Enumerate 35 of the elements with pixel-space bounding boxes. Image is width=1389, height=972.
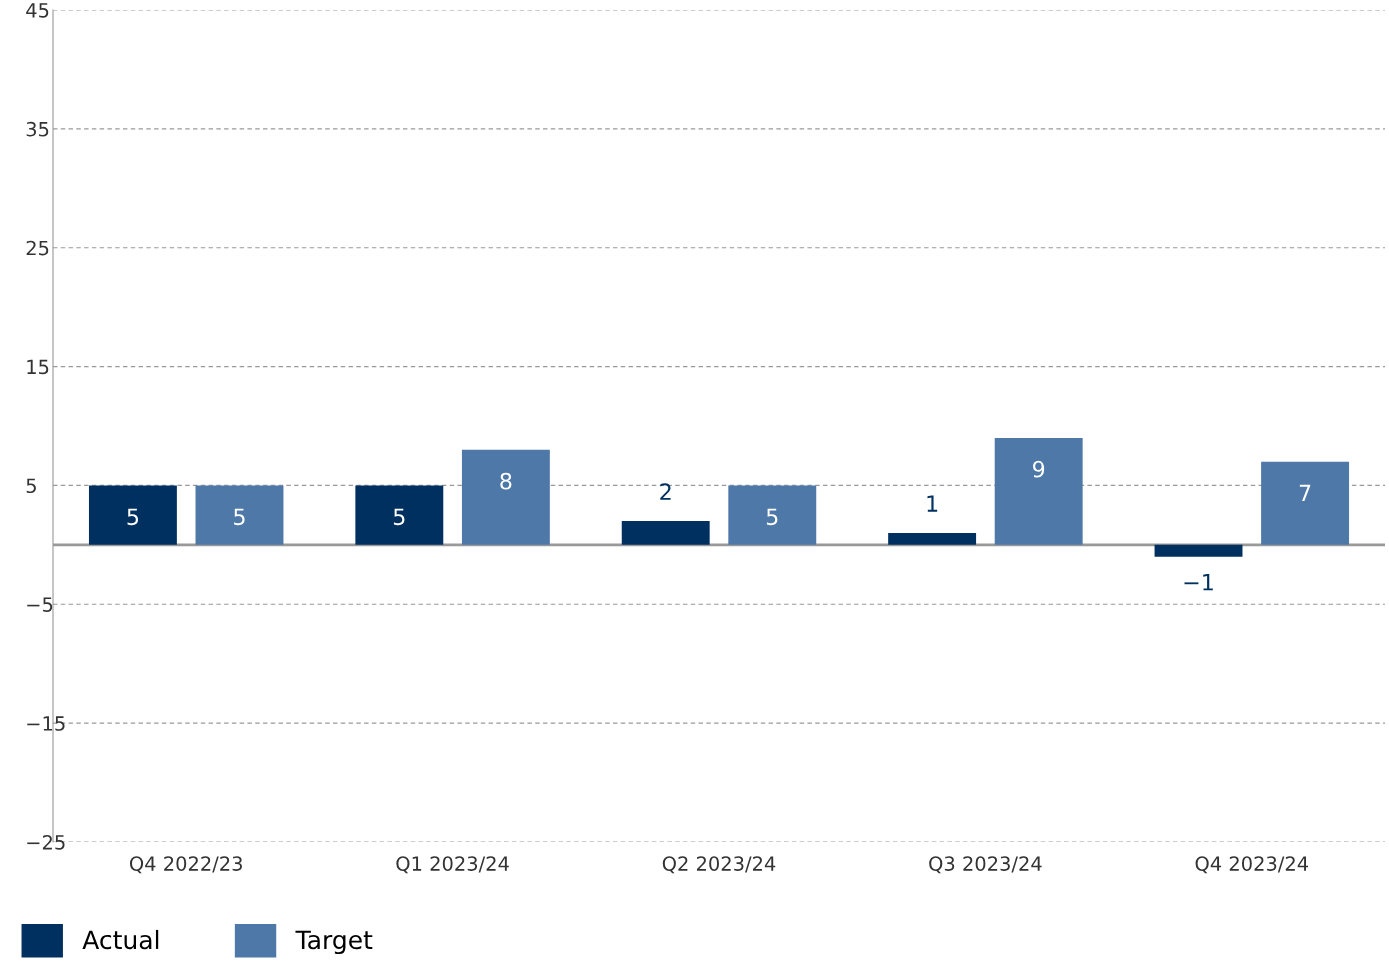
y-tick-label: 5 bbox=[26, 478, 36, 494]
y-tick-label: −15 bbox=[27, 716, 65, 731]
x-tick-label: Q3 2023/24 bbox=[929, 856, 1042, 874]
legend-label: Target bbox=[295, 930, 373, 955]
data-label: 5 bbox=[234, 508, 245, 526]
y-tick-label: 15 bbox=[27, 359, 49, 375]
bar bbox=[728, 485, 817, 545]
data-label: 2 bbox=[660, 483, 671, 500]
data-label: 8 bbox=[500, 472, 512, 490]
y-tick-label: −25 bbox=[27, 834, 65, 850]
data-label: 9 bbox=[1033, 460, 1045, 478]
data-label: 5 bbox=[766, 508, 778, 526]
y-tick-label: 25 bbox=[26, 240, 49, 256]
data-label: −1 bbox=[1184, 574, 1213, 591]
bar bbox=[1154, 544, 1243, 557]
bar bbox=[994, 437, 1083, 545]
data-label: 1 bbox=[927, 495, 938, 512]
bar bbox=[195, 485, 284, 545]
data-label: 5 bbox=[393, 508, 405, 526]
x-tick-label: Q1 2023/24 bbox=[396, 856, 509, 874]
bar bbox=[355, 485, 444, 545]
data-label: 7 bbox=[1299, 484, 1311, 502]
bar bbox=[621, 521, 710, 545]
bar bbox=[888, 532, 977, 545]
legend-label: Actual bbox=[82, 929, 159, 950]
y-tick-label: −5 bbox=[27, 597, 53, 612]
x-tick-label: Q2 2023/24 bbox=[662, 856, 776, 874]
bar bbox=[1261, 461, 1350, 545]
y-tick-label: 45 bbox=[26, 3, 49, 18]
bar bbox=[461, 449, 550, 545]
x-tick-label: Q4 2022/23 bbox=[129, 856, 242, 874]
y-tick-label: 35 bbox=[26, 121, 49, 137]
data-label: 5 bbox=[127, 508, 139, 526]
x-tick-label: Q4 2023/24 bbox=[1195, 856, 1309, 874]
bar bbox=[88, 485, 177, 545]
